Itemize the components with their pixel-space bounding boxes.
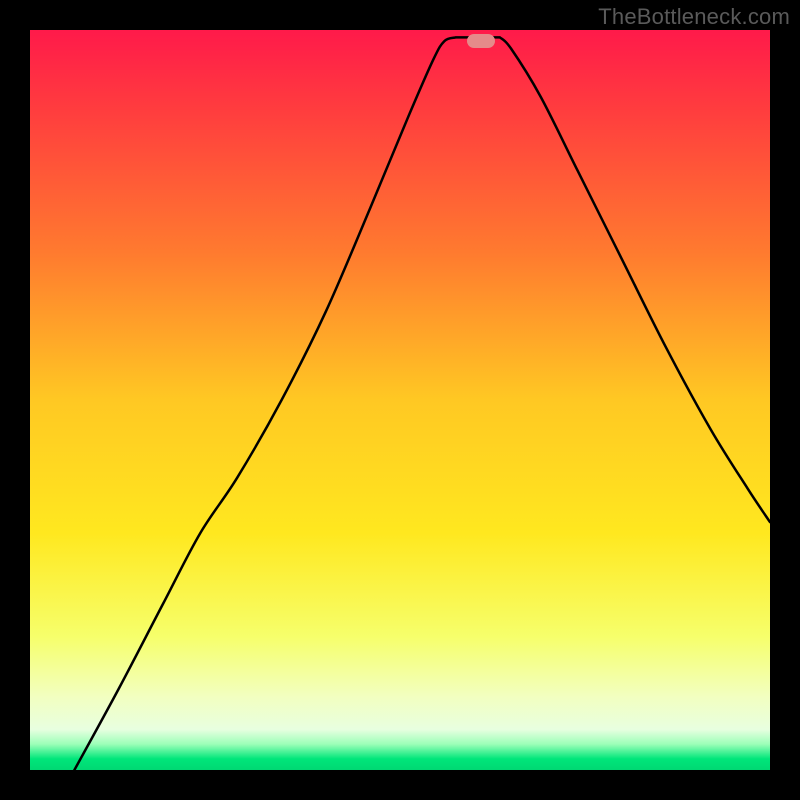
watermark-text: TheBottleneck.com [598, 4, 790, 30]
optimal-point-marker [467, 34, 495, 48]
bottleneck-curve [30, 30, 770, 770]
plot-area [30, 30, 770, 770]
chart-frame: TheBottleneck.com [0, 0, 800, 800]
